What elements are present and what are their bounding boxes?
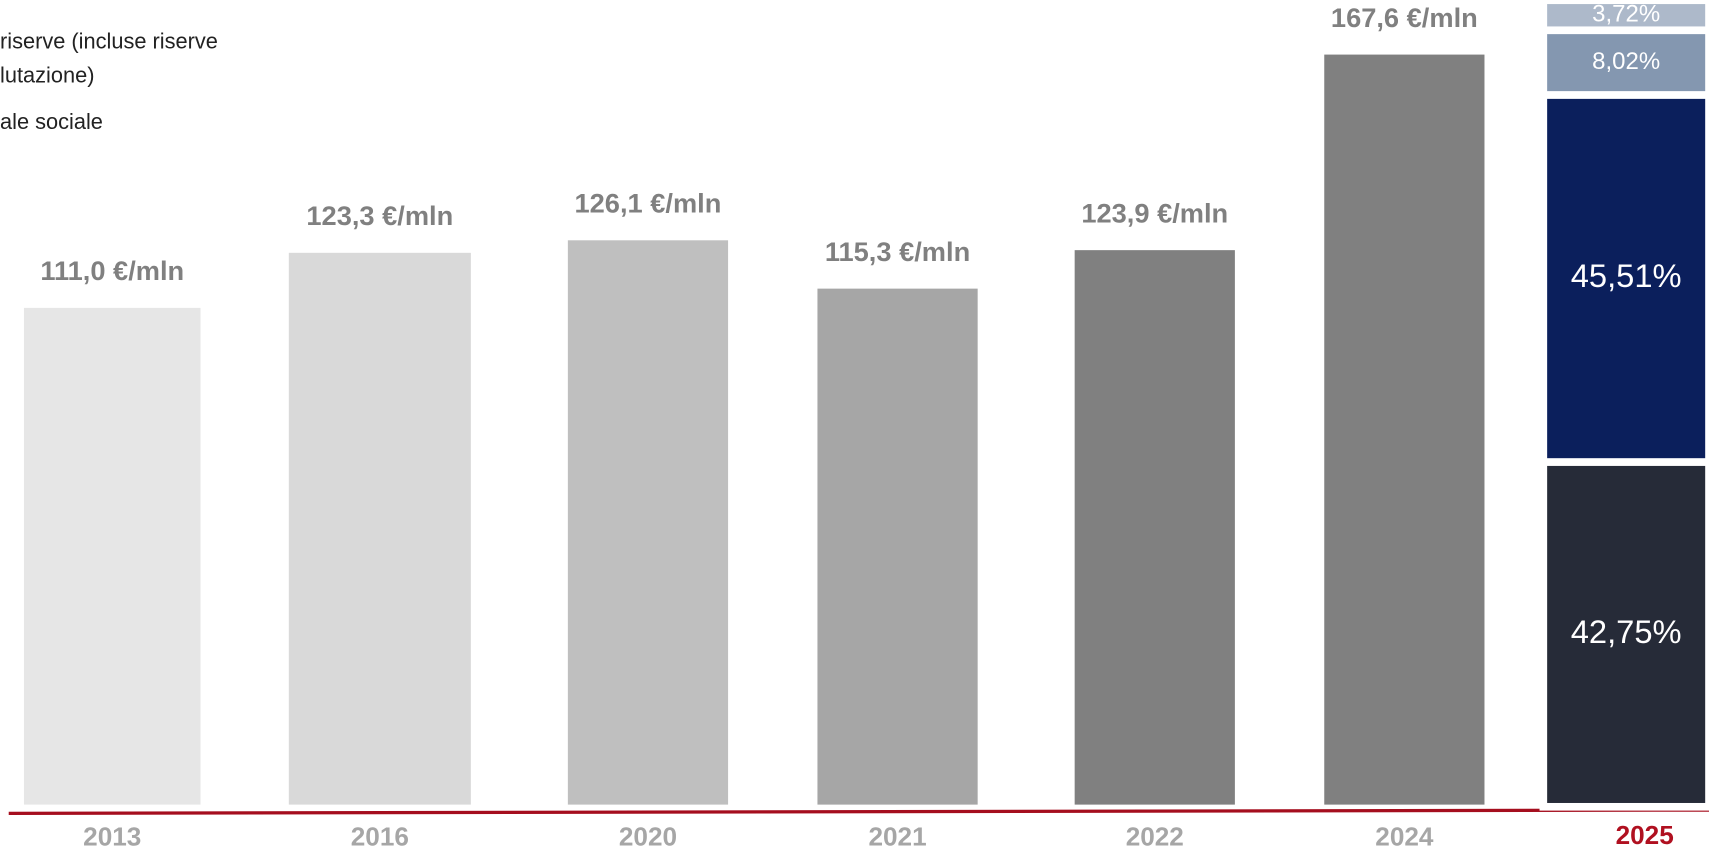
baseline [8,808,1709,815]
value-label: 115,3 €/mln [825,236,970,267]
x-tick-label: 2016 [351,821,409,851]
bar [288,252,471,805]
segment-label: 3,72% [1592,1,1660,28]
value-label: 167,6 €/mln [1331,2,1478,33]
stack-segment [1539,0,1709,35]
value-label: 123,9 €/mln [1081,197,1228,228]
bar [567,240,729,805]
x-tick-label: 2013 [83,821,141,851]
stack-segment [1539,26,1709,99]
bar [817,288,978,805]
stack-segment [1539,91,1709,466]
bar [23,307,201,805]
x-tick-label: 2024 [1375,821,1434,851]
x-tick-label: 2021 [868,821,926,851]
bar [1074,250,1235,805]
stack-segment [1539,458,1709,811]
segment-label: 8,02% [1592,48,1660,75]
x-tick-label: 2022 [1126,821,1184,851]
value-label: 111,0 €/mln [40,255,184,286]
legend-text: ale sociale [0,109,103,134]
segment-label: 42,75% [1571,613,1682,650]
value-label: 123,3 €/mln [306,200,453,231]
legend-text: lutazione) [0,62,94,87]
value-label: 126,1 €/mln [575,188,722,219]
legend-text: riserve (incluse riserve [0,29,218,54]
bar [1324,54,1485,805]
segment-label: 45,51% [1571,257,1682,294]
x-tick-label: 2025 [1616,820,1674,850]
x-tick-label: 2020 [619,821,677,851]
